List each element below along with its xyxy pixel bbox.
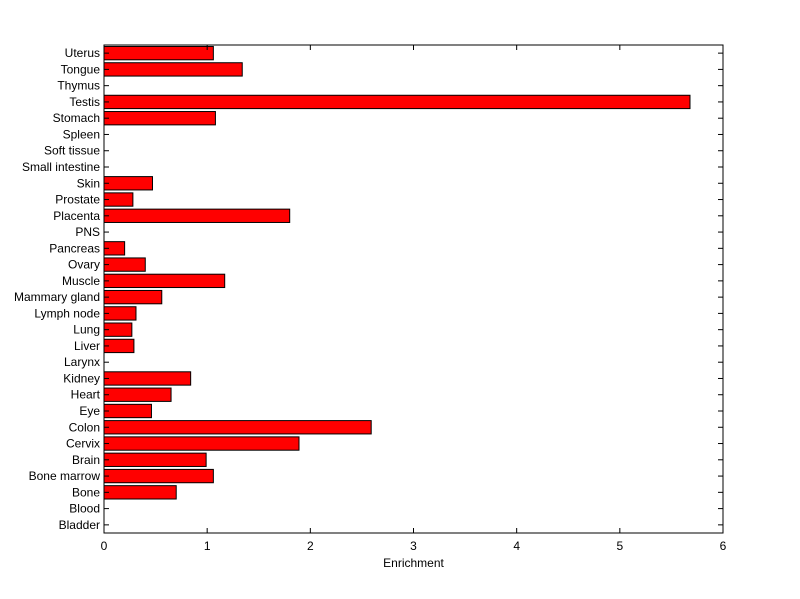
y-tick-label-bladder: Bladder <box>59 518 100 532</box>
y-tick-label-placenta: Placenta <box>53 209 100 223</box>
bar-placenta <box>103 208 291 223</box>
y-tick-label-testis: Testis <box>69 95 100 109</box>
y-tick-label-bone: Bone <box>72 485 100 499</box>
y-tick-label-muscle: Muscle <box>62 274 100 288</box>
y-tick-label-mammary-gland: Mammary gland <box>14 290 100 304</box>
bar-testis <box>103 94 691 110</box>
y-tick-label-small-intestine: Small intestine <box>22 160 100 174</box>
bar-stomach <box>103 111 216 126</box>
y-tick-label-tongue: Tongue <box>61 62 101 76</box>
bar-eye <box>103 403 152 419</box>
bar-brain <box>103 452 207 467</box>
bar-tongue <box>103 62 243 77</box>
y-tick-label-bone-marrow: Bone marrow <box>29 469 101 483</box>
bar-bone-marrow <box>103 468 214 484</box>
x-tick-label-2: 2 <box>307 539 314 553</box>
y-tick-label-kidney: Kidney <box>63 371 100 385</box>
bar-kidney <box>103 371 192 386</box>
plot-frame <box>103 44 724 534</box>
bar-skin <box>103 176 153 191</box>
y-tick-label-eye: Eye <box>79 404 100 418</box>
x-tick-label-1: 1 <box>204 539 211 553</box>
bar-muscle <box>103 273 226 289</box>
bar-uterus <box>103 45 214 61</box>
y-tick-label-colon: Colon <box>69 420 100 434</box>
y-tick-label-liver: Liver <box>74 339 100 353</box>
bar-mammary-gland <box>103 289 163 305</box>
y-tick-label-pns: PNS <box>75 225 100 239</box>
x-tick-label-0: 0 <box>101 539 108 553</box>
y-tick-label-lung: Lung <box>73 323 100 337</box>
y-tick-label-pancreas: Pancreas <box>49 241 100 255</box>
labels-layer: Uterus Tongue Thymus Testis Stomach Spleen Sof… <box>14 46 727 553</box>
bar-bone <box>103 485 177 500</box>
x-tick-label-6: 6 <box>720 539 727 553</box>
bar-heart <box>103 387 172 402</box>
bar-cervix <box>103 436 300 451</box>
y-tick-label-skin: Skin <box>77 176 100 190</box>
y-tick-label-prostate: Prostate <box>55 193 100 207</box>
y-tick-label-uterus: Uterus <box>65 46 100 60</box>
y-tick-label-stomach: Stomach <box>53 111 100 125</box>
y-tick-label-brain: Brain <box>72 453 100 467</box>
x-tick-label-3: 3 <box>410 539 417 553</box>
x-tick-label-4: 4 <box>513 539 520 553</box>
y-tick-label-spleen: Spleen <box>63 127 100 141</box>
bar-ovary <box>103 257 146 272</box>
y-tick-label-cervix: Cervix <box>66 437 100 451</box>
bar-colon <box>103 420 372 435</box>
x-axis-label: Enrichment <box>383 556 444 570</box>
y-tick-label-thymus: Thymus <box>57 79 100 93</box>
y-tick-label-larynx: Larynx <box>64 355 100 369</box>
y-tick-label-heart: Heart <box>71 388 101 402</box>
y-tick-label-ovary: Ovary <box>68 258 100 272</box>
y-tick-label-blood: Blood <box>69 502 100 516</box>
x-tick-label-5: 5 <box>616 539 623 553</box>
y-tick-label-lymph-node: Lymph node <box>34 306 100 320</box>
y-tick-label-soft-tissue: Soft tissue <box>44 144 100 158</box>
